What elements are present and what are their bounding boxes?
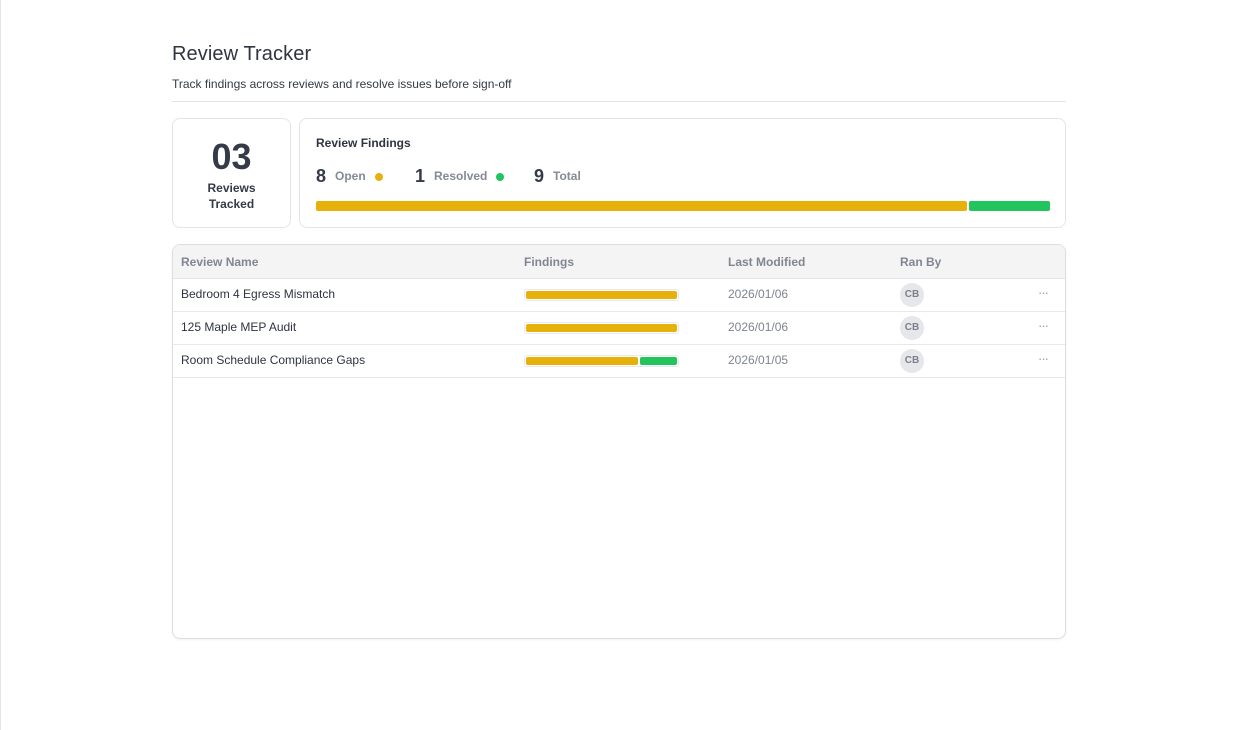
ellipsis-icon[interactable]: ··· xyxy=(1038,285,1049,300)
open-segment xyxy=(316,201,967,211)
row-open-segment xyxy=(526,357,638,365)
column-header-findings[interactable]: Findings xyxy=(524,255,574,269)
column-header-ran-by[interactable]: Ran By xyxy=(900,255,942,269)
row-findings-bar xyxy=(524,355,679,367)
window-edge xyxy=(0,0,1,730)
resolved-segment xyxy=(968,201,1050,211)
reviews-tracked-card: 03 Reviews Tracked xyxy=(172,118,291,228)
row-resolved-segment xyxy=(639,357,677,365)
findings-progress-bar xyxy=(316,201,1050,211)
resolved-label: Resolved xyxy=(434,169,488,183)
total-label: Total xyxy=(553,169,581,183)
column-header-last-modified[interactable]: Last Modified xyxy=(728,255,806,269)
total-stat: 9 Total xyxy=(534,166,581,186)
row-findings-bar xyxy=(524,322,679,334)
open-count: 8 xyxy=(316,165,327,186)
table-header: Review Name Findings Last Modified Ran B… xyxy=(173,245,1065,279)
header-divider xyxy=(172,101,1066,102)
last-modified: 2026/01/05 xyxy=(728,353,789,367)
ellipsis-icon[interactable]: ··· xyxy=(1038,351,1049,366)
resolved-stat: 1 Resolved xyxy=(415,165,505,186)
last-modified: 2026/01/06 xyxy=(728,287,789,301)
page-subtitle: Track findings across reviews and resolv… xyxy=(172,77,512,91)
row-open-segment xyxy=(526,291,677,299)
review-name[interactable]: Bedroom 4 Egress Mismatch xyxy=(181,287,336,301)
total-count: 9 xyxy=(534,165,545,186)
last-modified: 2026/01/06 xyxy=(728,320,789,334)
row-findings-bar xyxy=(524,289,679,301)
table-row[interactable]: Bedroom 4 Egress Mismatch 2026/01/06 CB ··· xyxy=(173,278,1065,312)
page-title: Review Tracker xyxy=(172,43,312,65)
table-row[interactable]: 125 Maple MEP Audit 2026/01/06 CB ··· xyxy=(173,311,1065,345)
open-label: Open xyxy=(335,169,366,183)
avatar: CB xyxy=(900,349,924,373)
reviews-count-label: Reviews Tracked xyxy=(207,181,256,211)
review-name[interactable]: Room Schedule Compliance Gaps xyxy=(181,353,366,367)
row-open-segment xyxy=(526,324,677,332)
open-stat: 8 Open xyxy=(316,166,383,186)
reviews-count: 03 xyxy=(211,136,252,177)
ellipsis-icon[interactable]: ··· xyxy=(1038,318,1049,333)
review-findings-card: Review Findings 8 Open 1 Resolved 9 Tota… xyxy=(299,118,1066,228)
reviews-table: Review Name Findings Last Modified Ran B… xyxy=(172,244,1066,639)
avatar: CB xyxy=(900,316,924,340)
resolved-status-dot-icon xyxy=(496,172,505,181)
column-header-review-name[interactable]: Review Name xyxy=(181,255,259,269)
open-status-dot-icon xyxy=(374,172,383,181)
avatar: CB xyxy=(900,283,924,307)
review-name[interactable]: 125 Maple MEP Audit xyxy=(181,320,297,334)
findings-title: Review Findings xyxy=(316,136,411,150)
resolved-count: 1 xyxy=(415,165,426,186)
table-row[interactable]: Room Schedule Compliance Gaps 2026/01/05 C… xyxy=(173,344,1065,378)
